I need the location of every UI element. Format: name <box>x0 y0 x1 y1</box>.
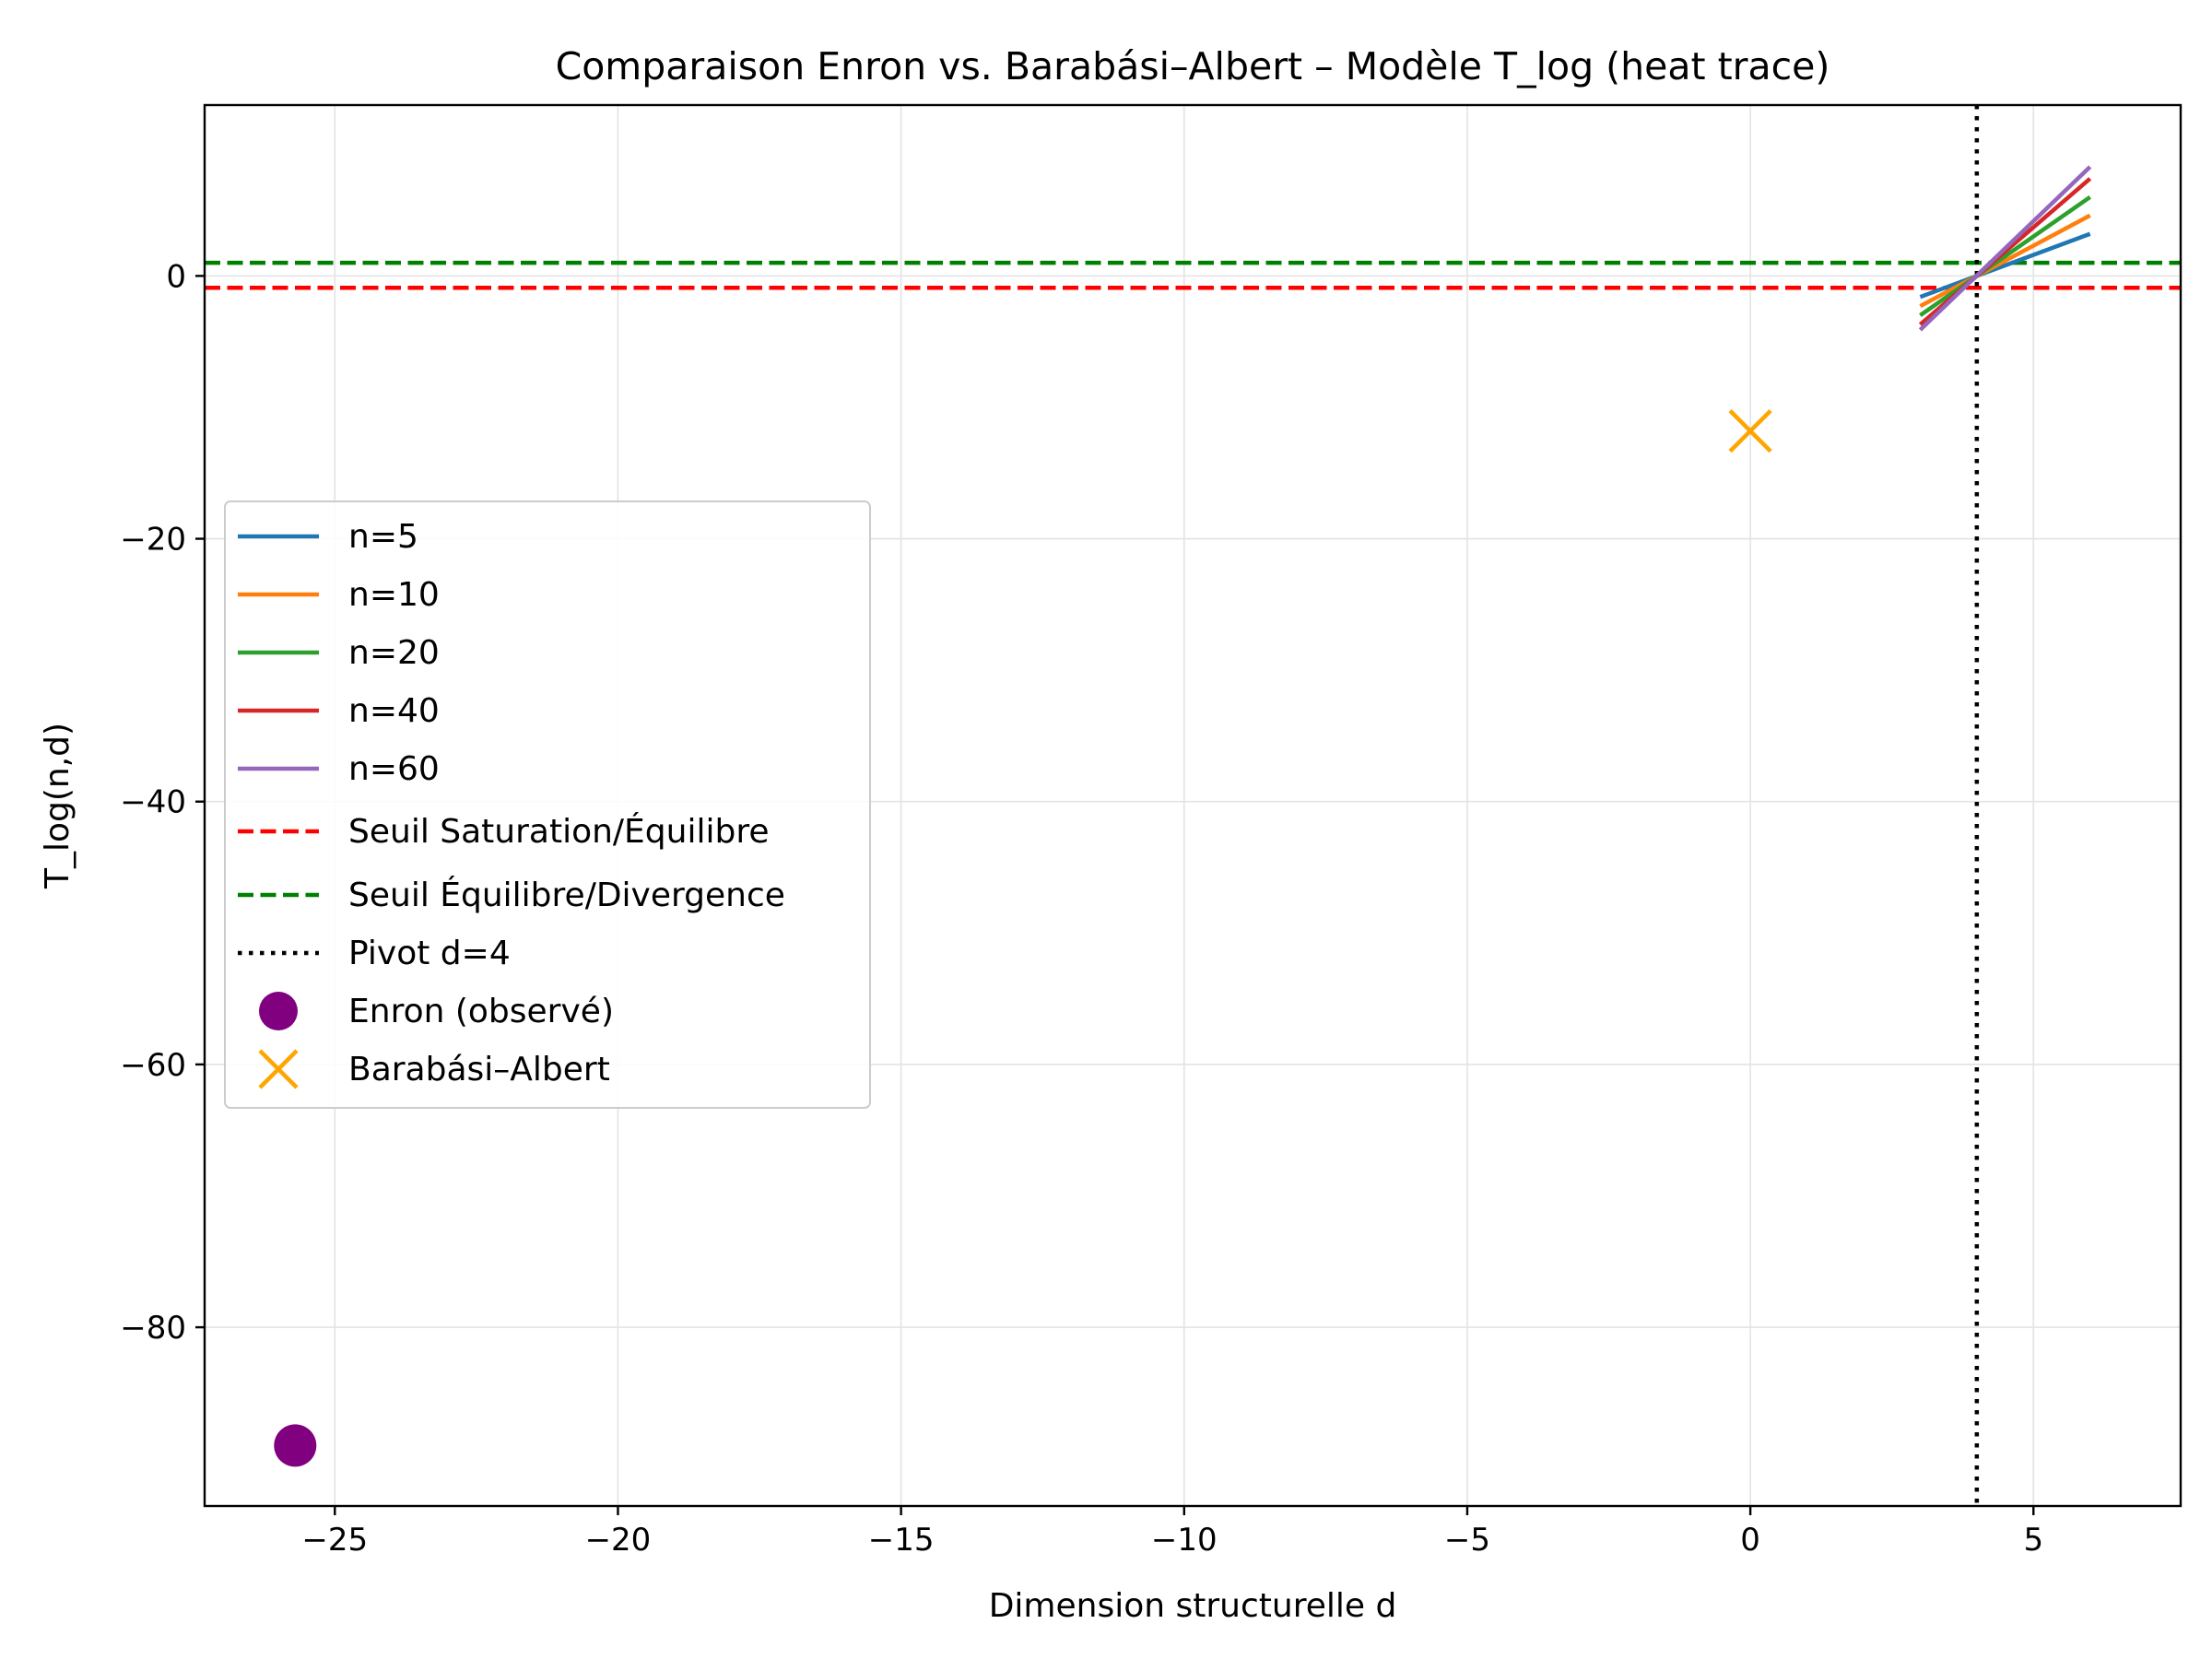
legend-marker <box>259 992 298 1030</box>
data-point <box>274 1424 317 1467</box>
x-tick-label: −5 <box>1444 1522 1490 1559</box>
axes-frame <box>203 103 2183 1508</box>
legend-label: Enron (observé) <box>348 993 614 1030</box>
series-line <box>1919 213 2091 309</box>
x-tick-label: −10 <box>1151 1522 1218 1559</box>
legend-box <box>224 500 871 1109</box>
legend-label: Seuil Saturation/Équilibre <box>348 812 770 851</box>
data-point <box>1728 409 1772 453</box>
chart-title: Comparaison Enron vs. Barabási–Albert – … <box>556 44 1830 88</box>
x-tick-label: −15 <box>868 1522 935 1559</box>
series-line <box>1919 231 2091 300</box>
legend-label: Seuil Équilibre/Divergence <box>348 876 785 914</box>
series-line <box>1919 194 2091 317</box>
x-tick-label: 0 <box>1740 1522 1760 1559</box>
legend-label: n=40 <box>348 692 440 730</box>
y-tick-label: −20 <box>120 522 186 559</box>
x-tick-label: −25 <box>301 1522 368 1559</box>
legend-label: n=10 <box>348 576 440 614</box>
x-tick-label: 5 <box>2023 1522 2043 1559</box>
legend-label: n=60 <box>348 750 440 788</box>
legend-marker <box>258 1049 299 1089</box>
series-line <box>1918 165 2092 332</box>
y-tick-label: −60 <box>120 1047 186 1084</box>
y-tick-label: −80 <box>120 1310 186 1347</box>
y-axis-label: T_log(n,d) <box>39 723 76 889</box>
axis-ticks: −25 −20 −15 −10 −5 0 5 0 −20 −40 −60 −80 <box>120 258 2043 1559</box>
x-axis-label: Dimension structurelle d <box>989 1587 1397 1625</box>
legend: n=5 n=10 n=20 n=40 n=60 Seuil Saturation/Équi… <box>224 500 871 1109</box>
legend-label: n=5 <box>348 518 418 556</box>
plot-area <box>205 105 2181 1506</box>
x-tick-label: −20 <box>585 1522 652 1559</box>
legend-label: Barabási–Albert <box>348 1051 610 1088</box>
legend-label: Pivot d=4 <box>348 935 511 972</box>
y-tick-label: 0 <box>166 258 186 295</box>
legend-label: n=20 <box>348 634 440 672</box>
y-tick-label: −40 <box>120 784 186 821</box>
